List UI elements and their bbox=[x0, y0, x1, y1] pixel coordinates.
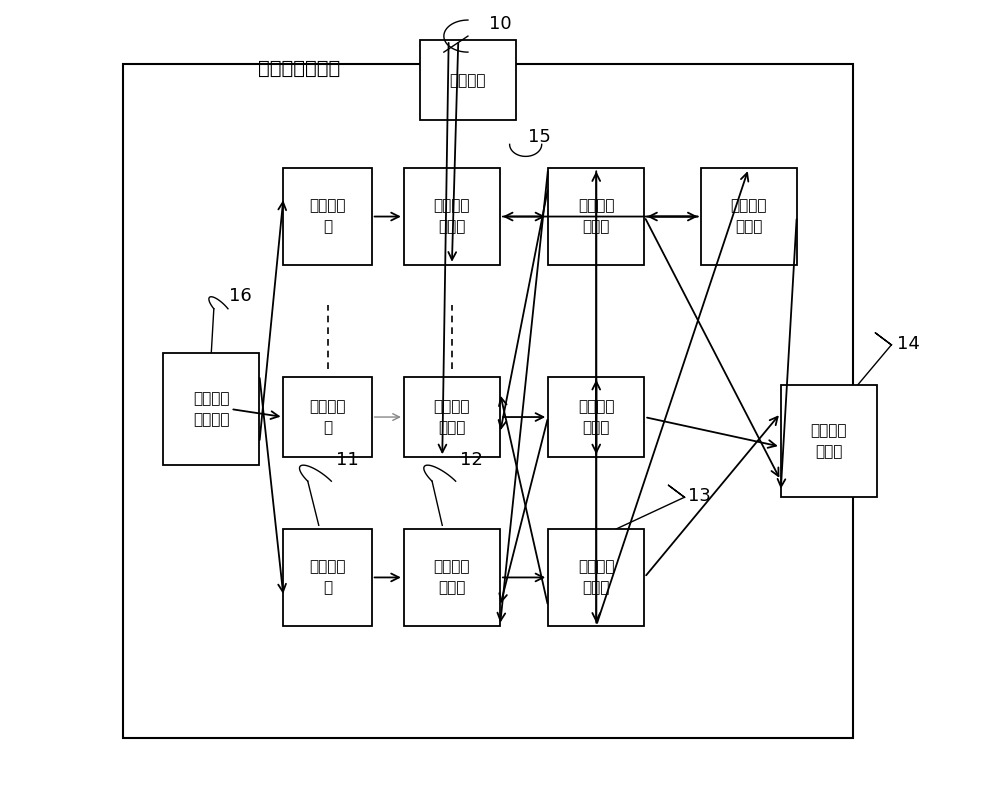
FancyBboxPatch shape bbox=[404, 168, 500, 265]
FancyBboxPatch shape bbox=[123, 64, 853, 738]
Text: 无线终端
收发器: 无线终端 收发器 bbox=[434, 199, 470, 234]
FancyBboxPatch shape bbox=[283, 529, 372, 626]
FancyBboxPatch shape bbox=[283, 377, 372, 457]
Text: 15: 15 bbox=[528, 128, 551, 146]
FancyBboxPatch shape bbox=[163, 353, 259, 465]
Text: 11: 11 bbox=[336, 452, 358, 469]
Text: 无线传输
总机站: 无线传输 总机站 bbox=[811, 423, 847, 459]
FancyBboxPatch shape bbox=[700, 168, 797, 265]
Text: 无线传输
中继站: 无线传输 中继站 bbox=[578, 560, 614, 595]
FancyBboxPatch shape bbox=[548, 168, 644, 265]
Text: 休眠状态
控制电路: 休眠状态 控制电路 bbox=[193, 391, 230, 427]
Text: 地磁车位检测器: 地磁车位检测器 bbox=[258, 59, 341, 78]
Text: 12: 12 bbox=[460, 452, 483, 469]
Text: 电源模块: 电源模块 bbox=[450, 73, 486, 87]
FancyBboxPatch shape bbox=[420, 40, 516, 120]
Text: 地磁传感
器: 地磁传感 器 bbox=[309, 560, 346, 595]
FancyBboxPatch shape bbox=[548, 377, 644, 457]
FancyBboxPatch shape bbox=[404, 529, 500, 626]
Text: 10: 10 bbox=[489, 15, 511, 33]
Text: 无线传输
中继站: 无线传输 中继站 bbox=[730, 199, 767, 234]
Text: 14: 14 bbox=[897, 335, 920, 353]
FancyBboxPatch shape bbox=[404, 377, 500, 457]
FancyBboxPatch shape bbox=[781, 385, 877, 497]
Text: 无线传输
中继站: 无线传输 中继站 bbox=[578, 199, 614, 234]
Text: 13: 13 bbox=[688, 488, 711, 505]
FancyBboxPatch shape bbox=[548, 529, 644, 626]
Text: 无线终端
收发器: 无线终端 收发器 bbox=[434, 560, 470, 595]
Text: 无线传输
中继站: 无线传输 中继站 bbox=[578, 399, 614, 435]
Text: 16: 16 bbox=[229, 287, 252, 305]
Text: 无线终端
收发器: 无线终端 收发器 bbox=[434, 399, 470, 435]
Text: 地磁传感
器: 地磁传感 器 bbox=[309, 199, 346, 234]
FancyBboxPatch shape bbox=[283, 168, 372, 265]
Text: 地磁传感
器: 地磁传感 器 bbox=[309, 399, 346, 435]
